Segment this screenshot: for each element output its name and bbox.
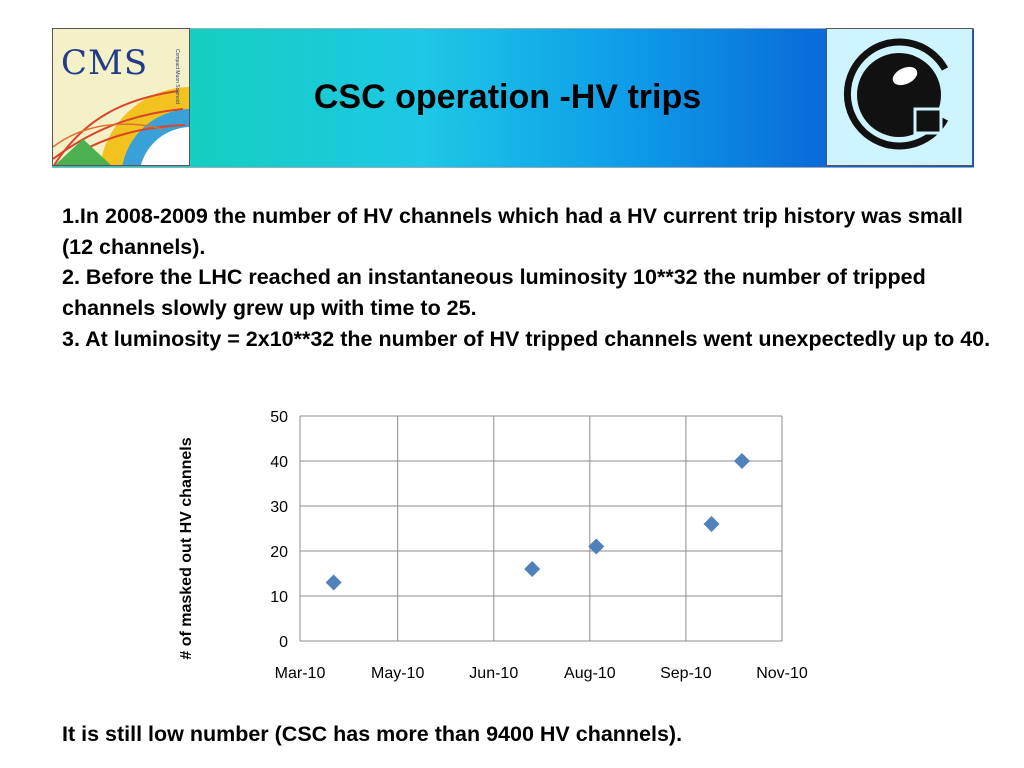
x-tick-label-5: Nov-10 — [756, 665, 808, 682]
bullet-point-2: 2. Before the LHC reached an instantaneo… — [62, 265, 926, 321]
data-point-0 — [325, 574, 342, 591]
body-text: 1.In 2008-2009 the number of HV channels… — [62, 201, 992, 355]
hv-trips-chart: 0 10 20 30 40 50 Mar-10 May-10 Jun-10 Aug-10 Sep-… — [178, 409, 808, 682]
cms-logo-graphic — [53, 87, 189, 165]
chart-points — [325, 453, 750, 591]
x-tick-label-4: Sep-10 — [660, 665, 712, 682]
x-tick-label-2: Jun-10 — [469, 665, 518, 682]
bullet-point-3: 3. At luminosity = 2x10**32 the number o… — [62, 326, 991, 351]
y-tick-label-3: 30 — [270, 499, 288, 516]
chart-grid — [299, 415, 783, 642]
csc-logo — [826, 28, 973, 166]
x-tick-label-3: Aug-10 — [564, 665, 616, 682]
cms-logo-subtext: Compact Muon Solenoid — [174, 49, 180, 104]
y-tick-label-5: 50 — [270, 409, 288, 426]
header-banner — [52, 28, 974, 168]
bullet-point-1: 1.In 2008-2009 the number of HV channels… — [62, 204, 963, 259]
y-axis-ticks: 0 10 20 30 40 50 — [270, 409, 288, 651]
y-tick-label-1: 10 — [270, 589, 288, 606]
cms-logo-text: CMS — [61, 43, 149, 83]
y-axis-label: # of masked out HV channels — [178, 437, 195, 659]
y-tick-label-4: 40 — [270, 454, 288, 471]
x-tick-label-1: May-10 — [371, 665, 424, 682]
data-point-1 — [524, 561, 541, 577]
csc-logo-icon — [843, 38, 949, 150]
footer-note: It is still low number (CSC has more tha… — [62, 722, 683, 746]
data-point-3 — [703, 516, 720, 532]
page-title: CSC operation -HV trips — [313, 78, 702, 116]
data-point-4 — [733, 453, 750, 469]
data-point-2 — [588, 538, 605, 555]
y-tick-label-0: 0 — [279, 634, 288, 651]
y-tick-label-2: 20 — [270, 544, 288, 561]
x-tick-label-0: Mar-10 — [275, 665, 326, 682]
x-axis-ticks: Mar-10 May-10 Jun-10 Aug-10 Sep-10 Nov-10 — [275, 665, 808, 682]
cms-logo: CMS Compact Muon Solenoid — [52, 28, 190, 166]
